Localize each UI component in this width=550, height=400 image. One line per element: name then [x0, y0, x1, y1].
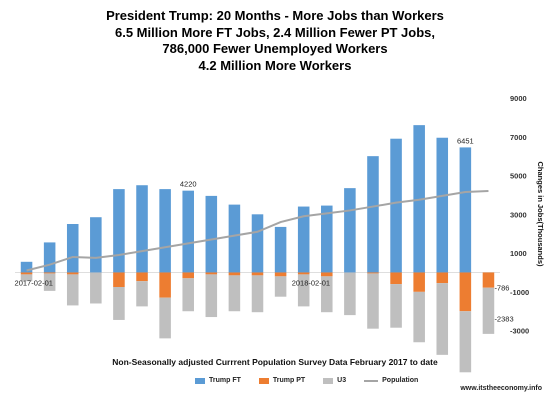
bar-u3-16 [367, 273, 379, 329]
bar-trump-pt-9 [205, 272, 218, 275]
legend-swatch-population [364, 379, 379, 382]
bar-u3-4 [90, 272, 102, 304]
bar-trump-pt-19 [436, 272, 449, 284]
data-label-3: -786 [494, 284, 509, 293]
legend-label-u3: U3 [337, 377, 347, 384]
title-line-4: 4.2 Million More Workers [198, 57, 352, 73]
bar-trump-ft-14 [321, 205, 333, 273]
bar-trump-ft-15 [344, 188, 356, 273]
bar-trump-ft-8 [182, 190, 194, 273]
bar-trump-ft-9 [205, 195, 218, 273]
bar-trump-pt-5 [113, 272, 125, 287]
chart-legend: Trump FT Trump PT U3 Population [195, 377, 418, 384]
bar-trump-pt-11 [251, 272, 264, 276]
bar-trump-ft-17 [390, 138, 402, 273]
bar-u3-9 [205, 274, 218, 318]
bar-trump-pt-8 [182, 272, 194, 279]
bar-u3-2 [43, 273, 56, 291]
bar-trump-ft-10 [228, 204, 241, 273]
data-label-1: 4220 [180, 180, 197, 189]
bar-trump-pt-18 [413, 272, 425, 292]
data-label-4: -2383 [494, 315, 513, 324]
bar-u3-17 [390, 284, 402, 328]
legend-swatch-trump-pt [258, 377, 269, 384]
y-tick-label--1000: -1000 [510, 288, 529, 297]
bar-trump-ft-5 [113, 189, 125, 273]
bar-trump-pt-13 [297, 272, 310, 275]
bar-u3-8 [182, 278, 194, 312]
population-line [26, 190, 489, 272]
y-tick-label-1000: 1000 [510, 249, 527, 258]
bar-u3-12 [274, 276, 287, 297]
bar-trump-pt-7 [159, 272, 171, 298]
bar-u3-10 [228, 275, 241, 312]
bar-u3-5 [113, 287, 125, 320]
y-tick-label-9000: 9000 [510, 94, 527, 103]
legend-item-population: Population [364, 377, 418, 384]
title-line-3: 786,000 Fewer Unemployed Workers [162, 41, 388, 56]
y-tick-label--3000: -3000 [510, 327, 529, 336]
bar-trump-pt-2 [43, 272, 56, 274]
bar-trump-pt-17 [390, 272, 402, 285]
bar-trump-ft-3 [66, 224, 79, 273]
bar-u3-20 [459, 311, 472, 373]
bar-trump-pt-12 [274, 272, 287, 277]
bar-u3-21 [482, 287, 495, 334]
legend-label-population: Population [382, 377, 419, 384]
bar-trump-pt-20 [459, 272, 472, 312]
legend-label-trump-pt: Trump PT [272, 377, 306, 384]
bar-trump-pt-3 [66, 272, 79, 275]
x-label-2017-02-01: 2017-02-01 [15, 278, 53, 287]
bar-trump-ft-13 [297, 206, 310, 273]
legend-swatch-u3 [323, 377, 334, 384]
bar-trump-ft-16 [367, 156, 379, 273]
bar-trump-pt-16 [367, 272, 379, 274]
bar-u3-14 [321, 276, 333, 313]
bar-trump-pt-1 [20, 272, 33, 275]
x-label-2018-02-01: 2018-02-01 [292, 278, 330, 287]
data-label-2: 6451 [457, 136, 474, 145]
bar-trump-pt-14 [321, 272, 333, 277]
chart-title: President Trump: 20 Months - More Jobs t… [0, 8, 550, 74]
legend-item-trump-ft: Trump FT [195, 377, 241, 384]
bar-trump-ft-4 [90, 217, 102, 273]
bar-u3-3 [66, 274, 79, 306]
bar-u3-18 [413, 291, 425, 343]
y-axis-label: Changes in Jobs(Thousands) [536, 161, 545, 267]
source-credit: www.itstheeconomy.info [460, 385, 542, 392]
bar-trump-pt-10 [228, 272, 241, 276]
y-tick-label-3000: 3000 [510, 210, 527, 219]
title-line-1: President Trump: 20 Months - More Jobs t… [106, 8, 444, 23]
bar-u3-11 [251, 275, 264, 313]
bar-trump-ft-19 [436, 137, 449, 273]
title-line-2: 6.5 Million More FT Jobs, 2.4 Million Fe… [115, 24, 435, 40]
legend-item-trump-pt: Trump PT [258, 377, 306, 384]
bar-trump-ft-12 [274, 226, 287, 273]
bar-trump-ft-6 [136, 185, 148, 273]
bar-u3-13 [297, 274, 310, 307]
y-tick-label-7000: 7000 [510, 133, 527, 142]
bar-trump-ft-1 [20, 261, 33, 273]
bar-trump-ft-2 [43, 242, 56, 273]
bar-trump-ft-20 [459, 147, 472, 273]
bar-trump-pt-6 [136, 272, 148, 282]
bar-trump-ft-11 [251, 214, 264, 273]
bar-u3-6 [136, 281, 148, 307]
y-tick-label-5000: 5000 [510, 172, 527, 181]
bar-u3-1 [20, 274, 33, 282]
chart-subtitle: Non-Seasonally adjusted Currrent Populat… [112, 357, 438, 367]
legend-label-trump-ft: Trump FT [209, 377, 241, 384]
legend-swatch-trump-ft [195, 377, 205, 384]
bar-trump-ft-7 [159, 189, 171, 273]
bar-u3-7 [159, 297, 171, 339]
bar-u3-15 [344, 272, 356, 316]
bar-trump-pt-21 [482, 272, 495, 288]
legend-item-u3: U3 [323, 377, 346, 384]
bar-u3-19 [436, 283, 449, 355]
